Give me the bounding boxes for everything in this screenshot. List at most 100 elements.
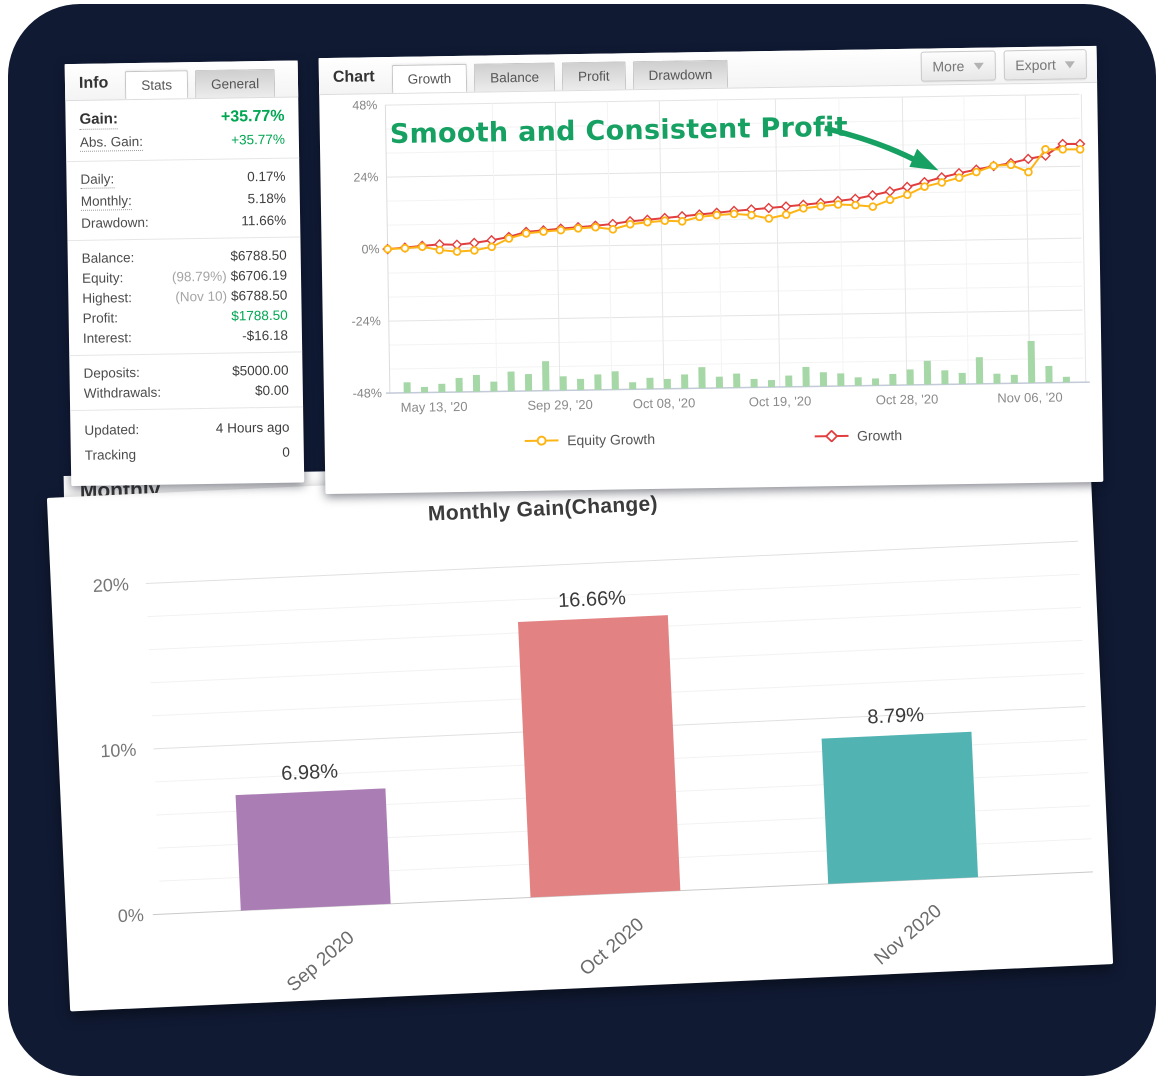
stat-label: Drawdown: (81, 214, 149, 231)
stat-value: $6788.50 (230, 247, 287, 263)
y-axis-labels: 0% 10% 20% (92, 574, 144, 926)
stat-value: 11.66% (241, 212, 286, 228)
stat-label: Equity: (81, 269, 124, 286)
growth-chart-svg: 48% 24% 0% -24% -48% May 13, '20 Sep 29, '20 Oc… (351, 93, 1090, 415)
stat-value-text: 0.17% (247, 168, 286, 184)
stat-value-text: $6788.50 (230, 287, 288, 304)
profit-annotation: Smooth and Consistent Profit (390, 112, 939, 171)
growth-series (382, 138, 1086, 255)
tab-growth[interactable]: Growth (391, 63, 468, 93)
export-button[interactable]: Export (1003, 49, 1088, 81)
annotation-arrowhead (909, 148, 939, 171)
stat-value-prefix: (98.79%) (171, 268, 227, 284)
svg-text:10%: 10% (100, 740, 137, 762)
tab-general[interactable]: General (194, 68, 276, 99)
stat-value-text: $6788.50 (230, 247, 287, 264)
legend-label: Equity Growth (566, 430, 656, 449)
svg-text:Sep 2020: Sep 2020 (283, 927, 358, 996)
stat-value-text: +35.77% (231, 131, 285, 148)
svg-text:0%: 0% (117, 905, 144, 926)
stat-value: (98.79%) $6706.19 (172, 267, 287, 284)
stat-value-text: 4 Hours ago (215, 419, 290, 436)
annotation-text: Smooth and Consistent Profit (390, 112, 849, 150)
svg-text:Oct 2020: Oct 2020 (576, 914, 648, 980)
monthly-chart-svg: 6.98% 16.66% 8.79% 0% 10% 20% Sep 2020 Oct 2020… (92, 540, 1093, 996)
svg-text:-48%: -48% (353, 386, 382, 400)
svg-text:24%: 24% (353, 170, 378, 184)
svg-text:0%: 0% (361, 242, 379, 256)
stat-value-text: $1788.50 (231, 307, 288, 324)
svg-text:20%: 20% (92, 574, 129, 596)
legend-label: Growth (856, 427, 903, 444)
stat-value: +35.77% (221, 107, 285, 126)
chart-tabs: Growth Balance Profit Drawdown (385, 59, 729, 93)
chart-legend: Equity Growth Growth (325, 424, 1103, 452)
svg-text:Oct 19, '20: Oct 19, '20 (749, 393, 812, 409)
divider (69, 351, 303, 357)
volume-bars (403, 340, 1070, 393)
stat-value-text: +35.77% (220, 107, 285, 126)
stat-value-prefix: (Nov 10) (175, 288, 228, 304)
info-caption: Info (78, 74, 109, 92)
stat-row: Tracking 0 (71, 439, 304, 468)
stat-label: Balance: (81, 249, 135, 266)
svg-text:8.79%: 8.79% (867, 704, 925, 729)
svg-text:6.98%: 6.98% (281, 761, 339, 786)
stat-label: Deposits: (83, 364, 140, 381)
svg-text:Nov 06, '20: Nov 06, '20 (997, 389, 1063, 405)
bar-sep-2020 (235, 788, 391, 911)
stat-value: 0 (282, 445, 290, 460)
stat-row: Withdrawals: $0.00 (70, 379, 303, 403)
more-button-label: More (932, 58, 965, 75)
tab-drawdown[interactable]: Drawdown (632, 59, 729, 90)
x-axis-labels: May 13, '20 Sep 29, '20 Oct 08, '20 Oct 19,… (401, 389, 1063, 414)
svg-text:Nov 2020: Nov 2020 (870, 901, 945, 970)
divider (70, 406, 304, 412)
stat-row: Abs. Gain: +35.77% (66, 128, 299, 154)
stat-value: +35.77% (231, 131, 285, 147)
tab-profit[interactable]: Profit (561, 61, 626, 91)
stat-value-text: $5000.00 (232, 362, 289, 379)
info-tabs: Stats General (118, 68, 276, 100)
stat-value-text: 5.18% (247, 190, 286, 206)
annotation-arrow (824, 125, 922, 166)
more-button[interactable]: More (920, 50, 996, 82)
svg-text:Sep 29, '20: Sep 29, '20 (527, 397, 593, 413)
legend-item-growth: Growth (815, 427, 902, 444)
stat-value: 0.17% (247, 168, 286, 184)
stat-value: -$16.18 (242, 327, 288, 343)
stat-label: Daily: (80, 170, 115, 189)
stat-value: 4 Hours ago (216, 420, 290, 436)
stat-value-text: 0 (282, 444, 290, 460)
stat-label: Interest: (82, 329, 132, 346)
diamond-marker-icon (815, 429, 850, 443)
info-stats-list: Gain: +35.77% Abs. Gain: +35.77% Daily: 0.17%… (65, 97, 304, 468)
chart-caption: Chart (332, 68, 375, 86)
stat-row: Interest: -$16.18 (69, 324, 302, 348)
stat-value: 5.18% (247, 190, 286, 206)
tab-stats[interactable]: Stats (125, 70, 189, 100)
stat-value-text: $0.00 (254, 382, 289, 398)
svg-text:May 13, '20: May 13, '20 (401, 399, 468, 415)
grid (384, 93, 1090, 394)
stat-label: Monthly: (80, 192, 132, 211)
svg-text:Oct 08, '20: Oct 08, '20 (633, 395, 696, 411)
export-button-label: Export (1015, 56, 1056, 74)
stat-row: Gain: +35.77% (65, 104, 298, 132)
stat-row: Drawdown: 11.66% (67, 209, 300, 233)
legend-item-equity-growth: Equity Growth (525, 431, 655, 449)
stat-label: Updated: (84, 422, 140, 438)
stat-label: Tracking (84, 447, 137, 463)
stat-label: Gain: (79, 109, 119, 130)
tab-balance[interactable]: Balance (474, 62, 556, 92)
stat-value-text: -$16.18 (242, 327, 289, 343)
svg-text:-24%: -24% (351, 314, 380, 328)
stat-value: $0.00 (255, 382, 289, 398)
stat-row: Updated: 4 Hours ago (70, 414, 303, 443)
divider (67, 236, 301, 242)
stat-label: Profit: (82, 309, 119, 326)
chart-actions: More Export (920, 49, 1088, 82)
svg-text:48%: 48% (352, 98, 377, 112)
info-tab-row: Info Stats General (64, 60, 299, 102)
bars (235, 615, 979, 911)
